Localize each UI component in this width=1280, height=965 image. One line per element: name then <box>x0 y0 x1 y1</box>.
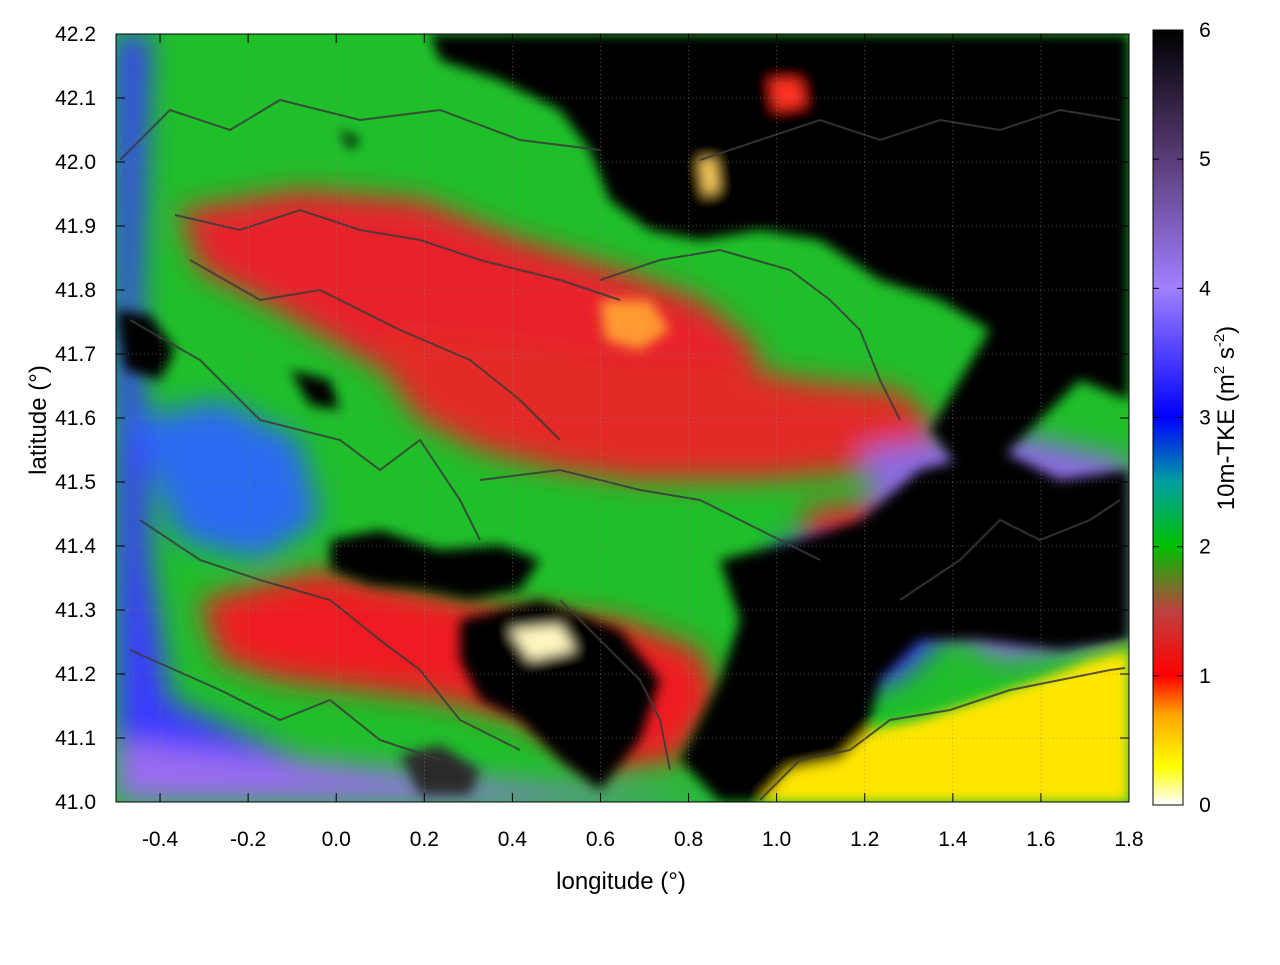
y-tick-label: 41.6 <box>55 407 96 430</box>
colorbar-label: 10m-TKE (m2 s-2) <box>1211 326 1240 510</box>
field-black-center <box>330 530 540 600</box>
y-tick-label: 42.2 <box>55 23 96 46</box>
x-tick-label: 1.0 <box>762 828 791 851</box>
field-border-blue-west <box>116 34 720 802</box>
x-tick-label: 0.2 <box>410 828 439 851</box>
y-tick-label: 41.4 <box>55 535 96 558</box>
y-tick-label: 42.0 <box>55 151 96 174</box>
y-tick-label: 41.0 <box>55 791 96 814</box>
grid-layer <box>116 33 1130 803</box>
y-tick-label: 41.7 <box>55 343 96 366</box>
x-tick-label: 0.8 <box>674 828 703 851</box>
y-tick-label: 41.2 <box>55 663 96 686</box>
x-tick-label: 1.8 <box>1114 828 1143 851</box>
x-axis-label: longitude (°) <box>556 868 686 895</box>
colorbar-tick-label: 2 <box>1199 536 1211 559</box>
field-black-southwest <box>400 745 480 795</box>
y-tick-label: 41.3 <box>55 599 96 622</box>
y-tick-label: 41.8 <box>55 279 96 302</box>
contour-line <box>139 519 521 751</box>
contour-line <box>699 108 1121 161</box>
y-tick-label: 41.9 <box>55 215 96 238</box>
field-hotspot-north <box>700 160 718 195</box>
y-tick-label: 41.5 <box>55 471 96 494</box>
contour-line <box>479 468 821 561</box>
contour-overlay <box>119 98 1126 801</box>
colorbar-tick-label: 5 <box>1199 148 1211 171</box>
x-tick-label: 0.4 <box>498 828 528 851</box>
contour-line <box>129 319 481 541</box>
field-black-north-spot <box>340 130 360 150</box>
colorbar-tick-label: 6 <box>1199 19 1211 42</box>
colorbar-tick-label: 0 <box>1199 794 1211 817</box>
y-axis-label: latitude (°) <box>25 365 52 475</box>
x-tick-label: -0.2 <box>230 828 266 851</box>
contour-line <box>599 248 901 421</box>
x-tick-label: 0.6 <box>586 828 615 851</box>
colorbar-tick-label: 4 <box>1199 277 1211 300</box>
colorbar: 0 1 2 3 4 5 6 10m-TKE (m2 s-2) <box>1152 19 1240 817</box>
contour-line <box>189 259 561 441</box>
x-tick-label: 1.2 <box>850 828 879 851</box>
colorbar-tick-label: 1 <box>1199 665 1211 688</box>
field-hotspot-south <box>510 625 575 660</box>
heatmap-field <box>116 34 1129 802</box>
field-black-west-spot-2 <box>290 370 340 410</box>
x-tick-label: 1.6 <box>1026 828 1055 851</box>
field-sea <box>760 650 1129 802</box>
x-axis: -0.4 -0.2 0.0 0.2 0.4 0.6 0.8 1.0 1.2 1.4 1.6 1.8 <box>142 34 1144 851</box>
field-sharp-layer <box>116 34 1129 802</box>
field-black-east <box>680 450 1129 802</box>
contour-line <box>899 499 1121 601</box>
contour-line <box>559 599 671 771</box>
y-tick-label: 41.1 <box>55 727 96 750</box>
x-tick-label: 1.4 <box>938 828 968 851</box>
y-axis: 41.0 41.1 41.2 41.3 41.4 41.5 41.6 41.7 41.8 41.9… <box>55 23 1129 814</box>
field-border-purple-south <box>116 740 740 802</box>
field-black-south <box>460 600 660 790</box>
x-tick-label: 0.0 <box>322 828 351 851</box>
x-tick-label: -0.4 <box>142 828 179 851</box>
field-red-north-spot <box>770 80 805 110</box>
colorbar-tick-label: 3 <box>1199 407 1211 430</box>
contour-line <box>119 98 601 161</box>
contour-line <box>174 208 621 301</box>
contour-line <box>759 667 1126 801</box>
field-black-northeast <box>430 34 1129 470</box>
contour-line <box>129 649 441 761</box>
y-tick-label: 42.1 <box>55 87 96 110</box>
field-blue-west <box>130 400 320 560</box>
field-hotspot-central <box>600 300 670 350</box>
field-red-center <box>380 330 940 480</box>
colorbar-ticks: 0 1 2 3 4 5 6 <box>1153 19 1211 817</box>
